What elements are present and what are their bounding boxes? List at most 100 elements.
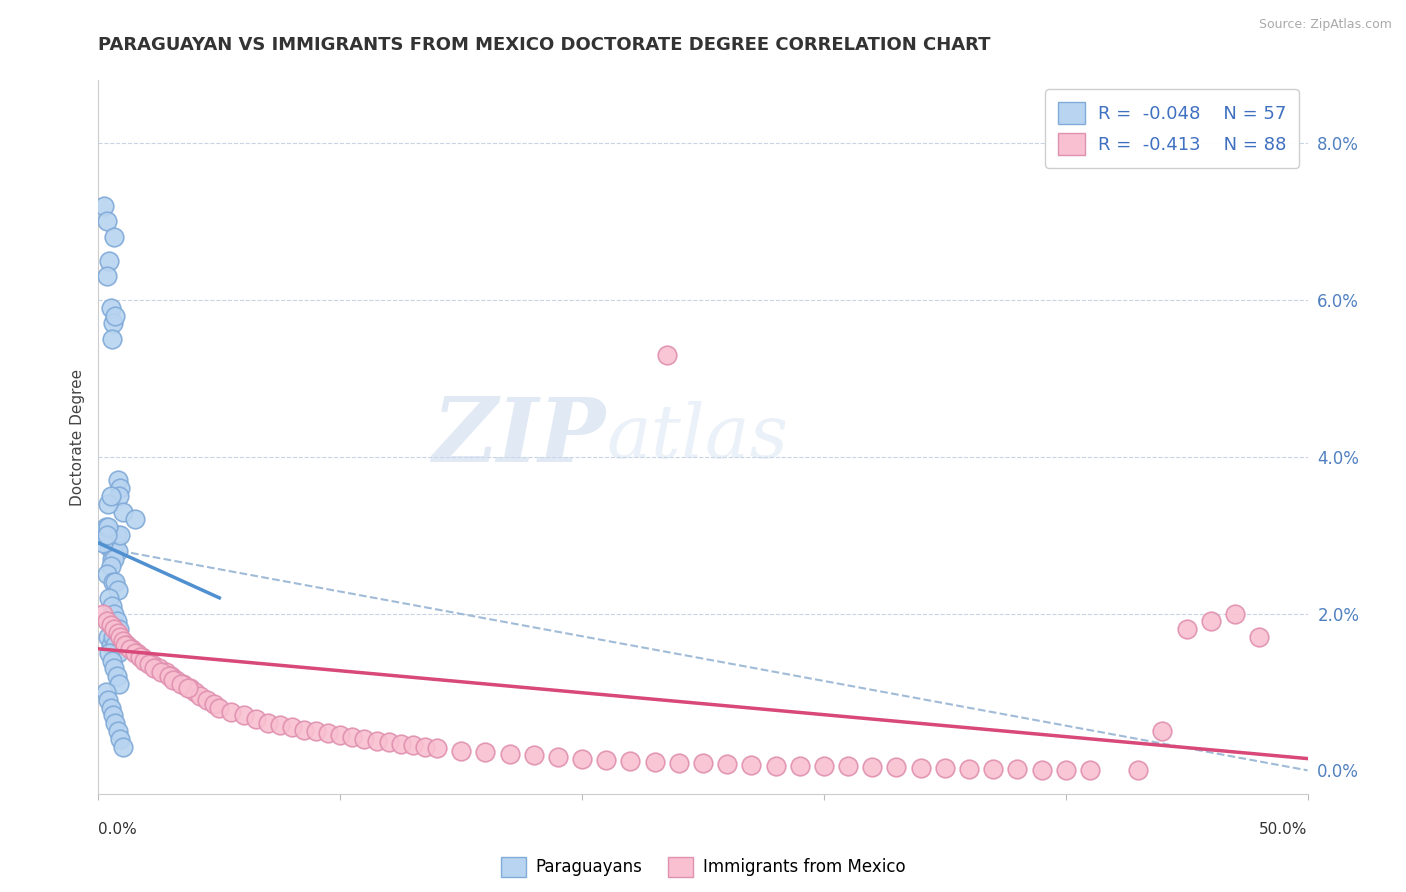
Point [93,199,115,213]
Point [1031,763,1053,777]
Point [105,669,128,683]
Point [1078,763,1101,777]
Point [1199,615,1222,629]
Point [104,309,127,323]
Point [108,528,131,542]
Point [353,731,375,746]
Text: Source: ZipAtlas.com: Source: ZipAtlas.com [1258,18,1392,31]
Point [1007,762,1029,776]
Point [111,634,134,648]
Point [101,575,124,590]
Point [100,638,122,652]
Point [96,615,118,629]
Point [96,528,118,542]
Point [716,757,738,772]
Point [143,661,166,675]
Point [305,724,328,739]
Point [111,739,134,754]
Point [138,657,160,672]
Point [910,761,932,775]
Point [256,716,278,731]
Point [426,741,449,756]
Point [100,700,122,714]
Point [389,737,412,751]
Point [100,618,122,632]
Point [114,638,136,652]
Point [111,505,134,519]
Point [148,661,170,675]
Point [107,646,129,660]
Y-axis label: Doctorate Degree: Doctorate Degree [70,368,86,506]
Point [150,665,173,680]
Point [131,649,153,664]
Point [105,528,128,542]
Point [103,551,125,566]
Point [1152,724,1174,739]
Point [100,551,122,566]
Point [118,641,141,656]
Point [740,757,762,772]
Point [105,615,128,629]
Point [96,214,118,228]
Point [668,756,690,770]
Point [692,756,714,771]
Point [100,559,122,574]
Point [124,512,146,526]
Point [117,638,139,652]
Point [94,685,117,699]
Point [103,622,125,636]
Point [981,762,1004,776]
Point [107,626,129,640]
Point [100,599,122,613]
Point [474,745,496,759]
Point [103,230,125,244]
Point [101,543,124,558]
Point [94,536,117,550]
Point [402,738,425,752]
Point [100,489,122,503]
Point [108,481,131,495]
Point [100,332,122,346]
Point [121,641,143,656]
Point [377,735,399,749]
Point [96,269,118,284]
Point [101,630,124,644]
Point [108,622,131,636]
Point [100,301,122,315]
Point [172,677,194,691]
Point [141,657,163,672]
Text: 50.0%: 50.0% [1260,822,1308,837]
Point [547,750,569,764]
Point [179,681,201,695]
Point [1128,763,1150,777]
Point [169,677,191,691]
Point [837,759,859,773]
Point [104,638,127,652]
Point [103,607,125,621]
Point [1054,763,1077,777]
Point [177,681,200,695]
Point [103,661,125,675]
Point [98,591,121,605]
Point [104,536,127,550]
Point [97,630,120,644]
Point [108,630,131,644]
Point [165,673,187,688]
Point [204,697,226,711]
Point [98,646,121,660]
Point [450,744,472,758]
Point [765,758,787,772]
Point [619,754,641,768]
Point [97,520,120,534]
Point [886,760,908,774]
Legend: Paraguayans, Immigrants from Mexico: Paraguayans, Immigrants from Mexico [494,850,912,884]
Point [98,253,121,268]
Point [595,753,617,767]
Point [644,755,666,769]
Point [934,761,956,775]
Point [188,689,211,703]
Point [184,685,207,699]
Point [155,665,177,680]
Point [100,654,122,668]
Point [366,733,388,747]
